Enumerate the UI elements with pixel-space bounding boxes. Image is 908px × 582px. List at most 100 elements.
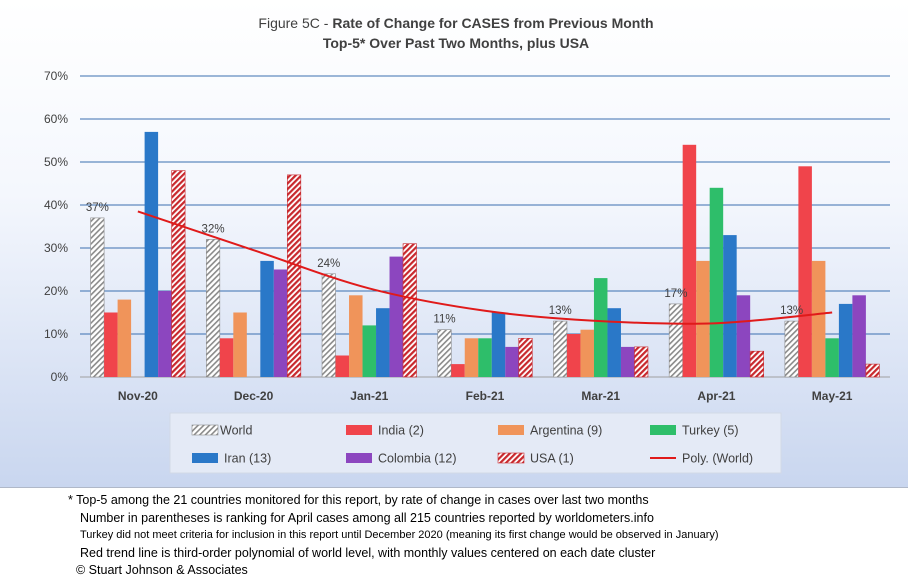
bar-colombia-12 — [852, 295, 866, 377]
legend-swatch-india-2 — [346, 425, 372, 435]
footnote-ranking: Number in parentheses is ranking for Apr… — [80, 510, 654, 525]
legend: World India (2) Argentina (9) Turkey (5) Ira… — [191, 424, 753, 466]
bar-argentina-9 — [464, 338, 479, 377]
legend-label: Iran (13) — [224, 452, 271, 466]
bar-usa-1 — [518, 337, 533, 378]
bar-usa-1 — [171, 170, 186, 378]
bar-iran-13 — [260, 260, 274, 377]
chart-title: Figure 5C - Rate of Change for CASES fro… — [258, 15, 653, 31]
bar-turkey-5 — [825, 338, 839, 377]
bar-usa-1 — [287, 174, 302, 378]
x-tick-label: Dec-20 — [234, 389, 274, 403]
bar-colombia-12 — [389, 256, 404, 377]
footnotes: * Top-5 among the 21 countries monitored… — [68, 492, 898, 580]
data-label-world: 13% — [780, 305, 803, 317]
chart-area: Figure 5C - Rate of Change for CASES fro… — [0, 0, 908, 488]
bar-argentina-9 — [117, 299, 132, 377]
bar-argentina-9 — [811, 260, 826, 377]
bar-india-2 — [335, 355, 350, 377]
legend-label: World — [220, 424, 252, 438]
bar-colombia-12 — [736, 295, 751, 377]
legend-swatch-colombia-12 — [346, 453, 372, 463]
bar-colombia-12 — [505, 346, 519, 377]
bar-india-2 — [219, 338, 234, 377]
y-tick-label: 60% — [44, 112, 68, 126]
bar-argentina-9 — [696, 260, 710, 377]
bar-usa-1 — [749, 350, 764, 378]
legend-swatch-argentina-9 — [498, 425, 524, 435]
bar-world — [206, 239, 221, 378]
bar-turkey-5 — [362, 325, 377, 377]
bar-iran-13 — [607, 308, 621, 377]
bar-iran-13 — [144, 131, 159, 377]
bar-iran-13 — [491, 312, 506, 377]
y-tick-label: 40% — [44, 198, 68, 212]
footnote-turkey: Turkey did not meet criteria for inclusi… — [80, 529, 719, 541]
bar-usa-1 — [402, 243, 417, 378]
data-label-world: 37% — [86, 202, 109, 214]
bar-india-2 — [451, 364, 465, 377]
x-tick-label: Jan-21 — [350, 389, 388, 403]
data-label-world: 24% — [317, 258, 340, 270]
bar-colombia-12 — [620, 346, 635, 377]
legend-swatch-turkey-5 — [650, 425, 676, 435]
footnote-copyright: © Stuart Johnson & Associates — [76, 563, 248, 577]
y-tick-label: 70% — [44, 69, 68, 83]
bar-india-2 — [566, 334, 581, 377]
legend-swatch-world — [191, 424, 219, 436]
chart: Figure 5C - Rate of Change for CASES fro… — [44, 15, 890, 474]
legend-label: Argentina (9) — [530, 424, 602, 438]
y-axis-ticks: 0% 10% 20% 30% 40% 50% 60% 70% — [44, 69, 68, 384]
bar-iran-13 — [376, 308, 390, 377]
data-label-world: 11% — [433, 314, 455, 326]
bar-colombia-12 — [273, 269, 288, 377]
bar-world — [668, 303, 683, 378]
data-label-world: 17% — [664, 288, 687, 300]
x-tick-label: Feb-21 — [466, 389, 505, 403]
bar-iran-13 — [723, 235, 737, 377]
bar-turkey-5 — [593, 278, 608, 377]
chart-title-prefix: Figure 5C - — [258, 15, 332, 31]
bar-world — [437, 329, 452, 378]
x-axis-ticks: Nov-20 Dec-20 Jan-21 Feb-21 Mar-21 Apr-21 May-… — [118, 389, 853, 403]
x-tick-label: Mar-21 — [581, 389, 620, 403]
x-tick-label: Nov-20 — [118, 389, 158, 403]
legend-label: USA (1) — [530, 452, 574, 466]
data-labels: 37% 32% 24% 11% 13% 17% 13% — [86, 202, 803, 326]
chart-subtitle: Top-5* Over Past Two Months, plus USA — [323, 35, 589, 51]
bar-argentina-9 — [349, 295, 363, 377]
legend-swatch-iran-13 — [192, 453, 218, 463]
y-tick-label: 50% — [44, 155, 68, 169]
y-tick-label: 30% — [44, 241, 68, 255]
data-label-world: 32% — [202, 223, 225, 235]
data-label-world: 13% — [549, 305, 572, 317]
bar-world — [784, 320, 799, 378]
bar-world — [553, 320, 568, 378]
y-tick-label: 0% — [51, 370, 69, 384]
bar-india-2 — [104, 312, 118, 377]
legend-label: Turkey (5) — [682, 424, 739, 438]
bar-usa-1 — [634, 346, 649, 378]
bar-india-2 — [682, 144, 697, 377]
legend-box — [169, 412, 782, 474]
legend-label: Poly. (World) — [682, 452, 753, 466]
bar-iran-13 — [838, 303, 853, 377]
footnote-top5: * Top-5 among the 21 countries monitored… — [68, 493, 649, 507]
bar-colombia-12 — [158, 291, 172, 377]
legend-label: Colombia (12) — [378, 452, 457, 466]
bar-world — [90, 217, 105, 378]
bar-turkey-5 — [478, 338, 492, 377]
bars — [90, 131, 880, 378]
bar-usa-1 — [865, 363, 880, 378]
footnote-trendline: Red trend line is third-order polynomial… — [80, 545, 656, 560]
trendline-world — [137, 210, 833, 325]
chart-title-main: Rate of Change for CASES from Previous M… — [332, 15, 653, 31]
x-tick-label: May-21 — [812, 389, 853, 403]
y-tick-label: 10% — [44, 327, 68, 341]
bar-india-2 — [798, 166, 812, 377]
legend-swatch-usa-1 — [497, 452, 525, 464]
y-tick-label: 20% — [44, 284, 68, 298]
legend-label: India (2) — [378, 424, 424, 438]
bar-argentina-9 — [580, 329, 594, 377]
bar-world — [321, 273, 336, 378]
